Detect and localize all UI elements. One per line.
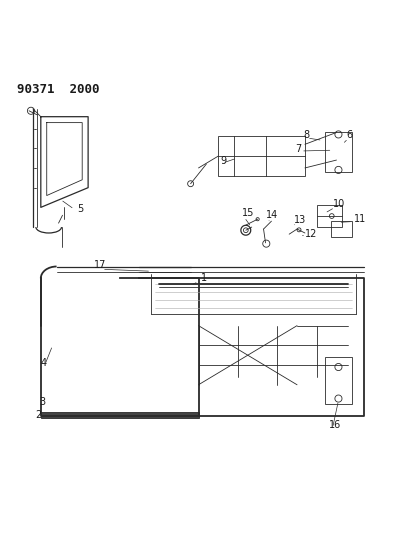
Bar [325, 133, 352, 172]
Bar [41, 413, 198, 418]
Text: 1: 1 [200, 273, 206, 284]
Text: 11: 11 [354, 214, 366, 224]
Text: 15: 15 [242, 208, 254, 218]
Bar [325, 357, 352, 405]
Text: 7: 7 [295, 144, 301, 154]
Bar [218, 136, 305, 176]
Text: 13: 13 [294, 215, 306, 225]
Text: 9: 9 [220, 156, 226, 166]
Text: 90371  2000: 90371 2000 [17, 83, 100, 96]
Text: 8: 8 [303, 131, 309, 140]
Text: 17: 17 [94, 261, 106, 270]
Text: 10: 10 [333, 199, 345, 209]
Text: 14: 14 [266, 211, 278, 221]
Text: 16: 16 [329, 420, 341, 430]
Text: 5: 5 [77, 204, 84, 214]
Text: 12: 12 [305, 229, 317, 239]
Text: 2: 2 [35, 410, 41, 421]
Text: 4: 4 [41, 358, 47, 368]
Text: 6: 6 [346, 131, 353, 140]
Bar [331, 221, 352, 237]
Bar [317, 205, 342, 227]
Text: 3: 3 [39, 397, 45, 407]
